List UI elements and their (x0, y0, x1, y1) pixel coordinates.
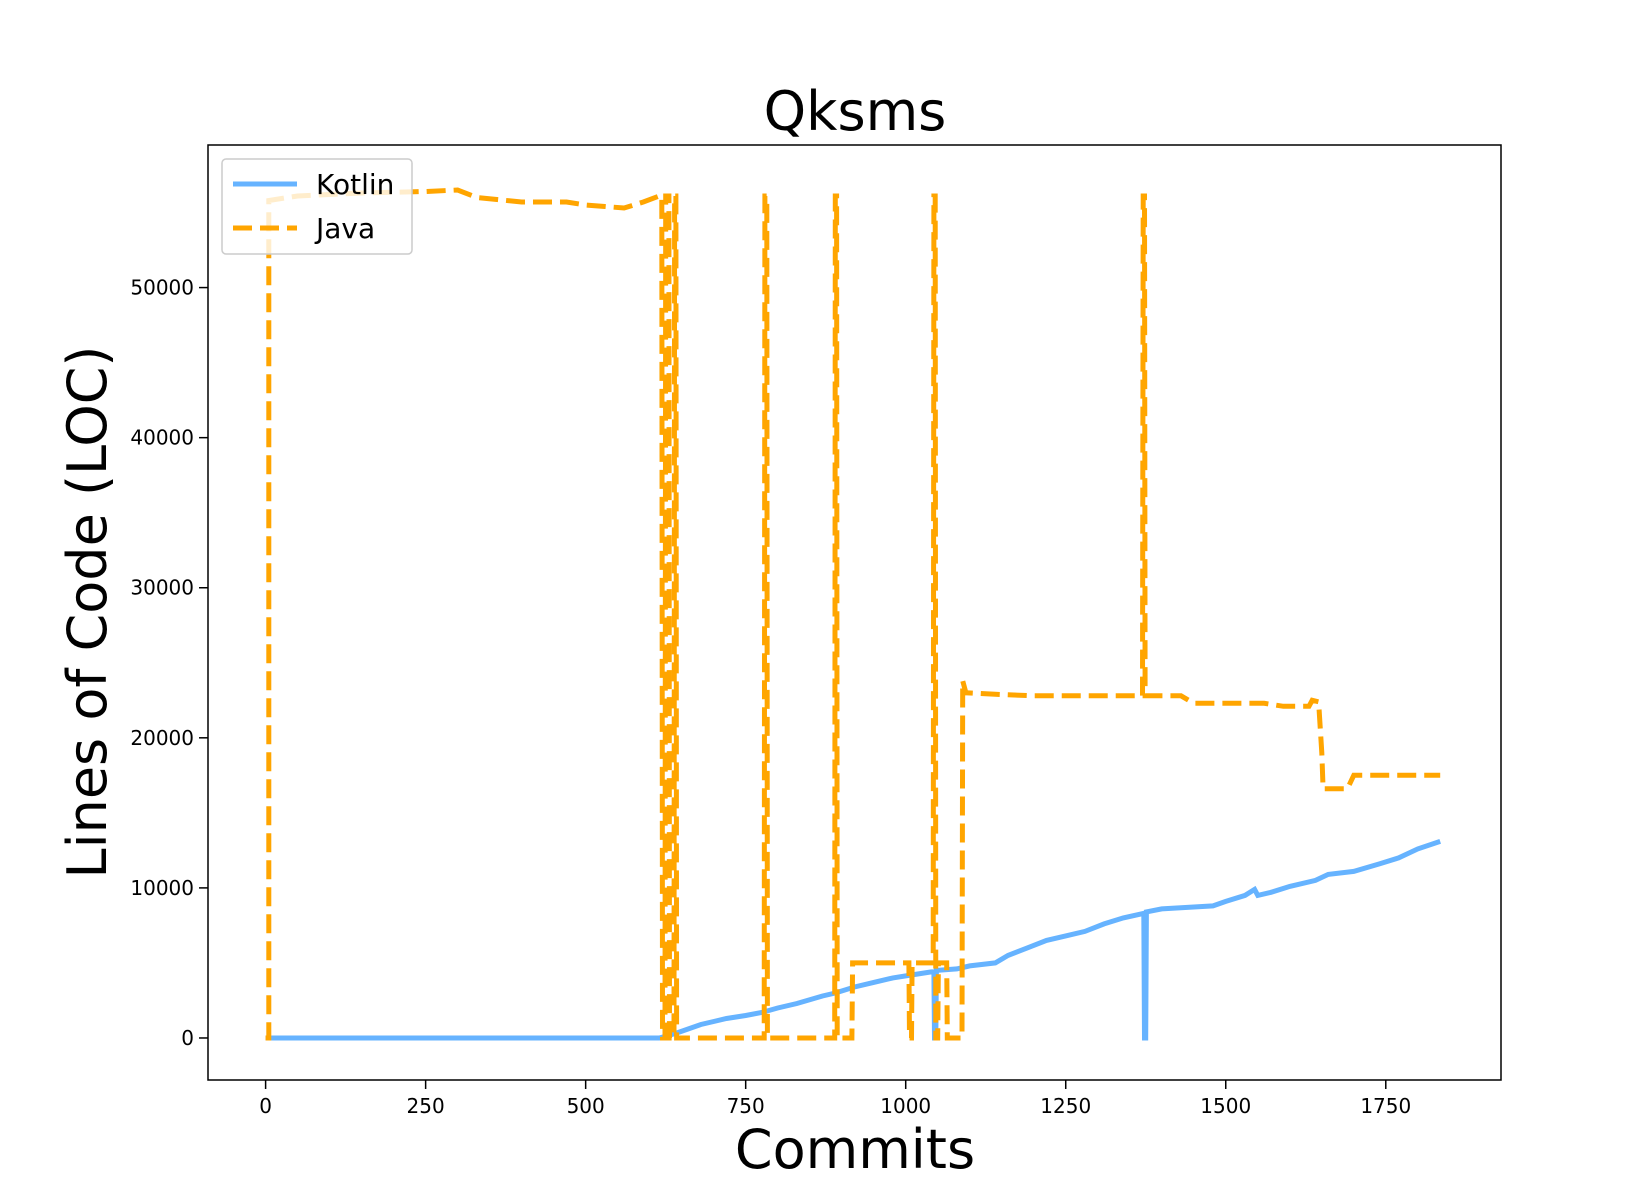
x-axis: 0 250 500 750 1000 1250 1500 1750 (259, 1080, 1411, 1118)
legend-label-kotlin: Kotlin (316, 168, 394, 201)
series-line-java (265, 187, 1441, 1041)
x-tick-label: 1500 (1200, 1094, 1251, 1118)
plot-area (207, 144, 1502, 1081)
legend-label-java: Java (314, 212, 375, 245)
y-tick-label: 20000 (130, 726, 194, 750)
y-tick-label: 50000 (130, 276, 194, 300)
y-tick-label: 0 (181, 1026, 194, 1050)
legend: Kotlin Java (221, 158, 413, 255)
x-axis-label: Commits (735, 1118, 975, 1181)
y-axis: 0 10000 20000 30000 40000 50000 (130, 276, 208, 1050)
x-tick-label: 1750 (1360, 1094, 1411, 1118)
y-tick-label: 40000 (130, 426, 194, 450)
x-tick-label: 1250 (1040, 1094, 1091, 1118)
series-line-kotlin (265, 839, 1441, 1041)
y-axis-label: Lines of Code (LOC) (56, 346, 119, 879)
x-tick-label: 1000 (880, 1094, 931, 1118)
x-tick-label: 750 (727, 1094, 765, 1118)
x-tick-label: 250 (407, 1094, 445, 1118)
chart-title: Qksms (764, 80, 947, 143)
series-layer (265, 187, 1441, 1041)
x-tick-label: 0 (259, 1094, 272, 1118)
y-tick-label: 10000 (130, 876, 194, 900)
plot-frame (207, 144, 1502, 1081)
y-tick-label: 30000 (130, 576, 194, 600)
x-tick-label: 500 (567, 1094, 605, 1118)
